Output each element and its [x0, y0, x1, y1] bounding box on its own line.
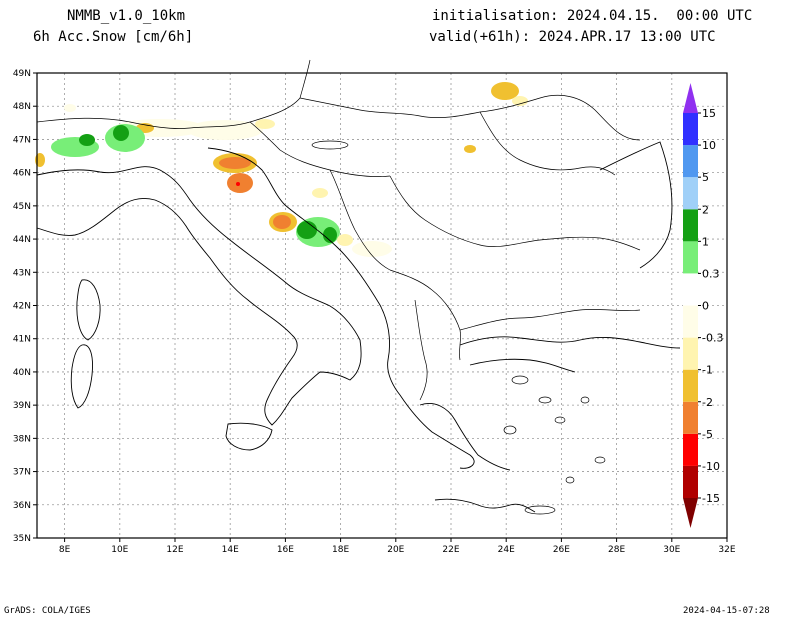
longitude-labels: 8E 10E 12E 14E 16E 18E 20E 22E 24E 26E 28E 30E 32E	[59, 538, 736, 555]
colorbar-segment	[683, 401, 698, 434]
lon-label: 12E	[166, 545, 183, 555]
lat-label: 43N	[13, 268, 31, 278]
lat-label: 42N	[13, 302, 31, 312]
model-title: NMMB_v1.0_10km	[67, 8, 186, 24]
coastlines	[36, 141, 681, 513]
colorbar-segment	[683, 465, 698, 498]
variable-title: 6h Acc.Snow [cm/6h]	[33, 29, 194, 45]
lon-label: 8E	[59, 545, 71, 555]
render-timestamp: 2024-04-15-07:28	[683, 606, 770, 616]
lat-label: 39N	[13, 401, 31, 411]
colorbar-label: -10	[702, 460, 720, 473]
lon-label: 32E	[718, 545, 735, 555]
lon-label: 30E	[663, 545, 680, 555]
colorbar-segment	[683, 337, 698, 370]
colorbar-label: 0	[702, 300, 709, 313]
colorbar-label: -5	[702, 428, 713, 441]
lat-label: 47N	[13, 135, 31, 145]
lon-label: 24E	[498, 545, 515, 555]
snow-area	[79, 134, 95, 146]
colorbar-segment	[683, 273, 698, 306]
colorbar-segment	[683, 177, 698, 210]
lat-label: 46N	[13, 169, 31, 179]
lon-label: 22E	[442, 545, 459, 555]
colorbar-label: 10	[702, 139, 716, 152]
islands	[311, 140, 606, 515]
snow-area	[219, 157, 251, 169]
init-time: initialisation: 2024.04.15. 00:00 UTC	[432, 8, 753, 24]
lon-label: 16E	[277, 545, 294, 555]
lon-label: 28E	[608, 545, 625, 555]
colorbar-label: 2	[702, 203, 709, 216]
snow-area	[187, 120, 263, 140]
lat-label: 38N	[13, 434, 31, 444]
lon-label: 10E	[111, 545, 128, 555]
lat-label: 40N	[13, 368, 31, 378]
lat-label: 48N	[13, 102, 31, 112]
borders	[36, 59, 641, 401]
snow-area	[113, 125, 129, 141]
snow-area	[297, 221, 317, 239]
colorbar-label: -0.3	[702, 332, 723, 345]
lat-label: 49N	[13, 69, 31, 79]
snow-area	[227, 173, 253, 193]
colorbar-label: 1	[702, 235, 709, 248]
colorbar-segment	[683, 145, 698, 178]
snow-area	[464, 145, 476, 153]
lon-label: 20E	[387, 545, 404, 555]
colorbar-segment	[683, 241, 698, 274]
lon-label: 18E	[332, 545, 349, 555]
lat-label: 44N	[13, 235, 31, 245]
lat-label: 37N	[13, 468, 31, 478]
snow-area	[512, 96, 528, 106]
colorbar-max-triangle	[683, 83, 698, 113]
valid-time: valid(+61h): 2024.APR.17 13:00 UTC	[429, 29, 716, 45]
snow-area	[236, 182, 240, 186]
snow-field	[35, 82, 528, 257]
colorbar-label: 0.3	[702, 267, 720, 280]
colorbar-segment	[683, 113, 698, 146]
lon-label: 14E	[222, 545, 239, 555]
colorbar-segment	[683, 209, 698, 242]
lat-label: 35N	[13, 534, 31, 544]
lon-label: 26E	[553, 545, 570, 555]
colorbar-label: 5	[702, 171, 709, 184]
colorbar-segment	[683, 433, 698, 466]
snow-area	[491, 82, 519, 100]
snow-area	[273, 215, 291, 229]
lat-label: 36N	[13, 501, 31, 511]
snow-area	[337, 234, 353, 246]
lat-label: 45N	[13, 202, 31, 212]
colorbar-label: -15	[702, 492, 720, 505]
snow-area	[323, 227, 337, 243]
colorbar-segment	[683, 369, 698, 402]
lat-label: 41N	[13, 335, 31, 345]
colorbar-label: -2	[702, 396, 713, 409]
snow-area	[255, 119, 275, 129]
colorbar-label: -1	[702, 364, 713, 377]
snow-area	[64, 104, 76, 112]
colorbar-min-triangle	[683, 498, 698, 528]
snow-area	[312, 188, 328, 198]
snow-area	[352, 241, 392, 257]
grads-credit: GrADS: COLA/IGES	[4, 606, 91, 616]
colorbar-segment	[683, 305, 698, 338]
colorbar-label: 15	[702, 107, 716, 120]
latitude-labels: 49N 48N 47N 46N 45N 44N 43N 42N 41N 40N 39N 38N 37N 3…	[13, 69, 37, 544]
colorbar: -15 -10 -5 -2 -1 -0.3 0 0.3 1 2 5 10 15	[683, 83, 723, 528]
